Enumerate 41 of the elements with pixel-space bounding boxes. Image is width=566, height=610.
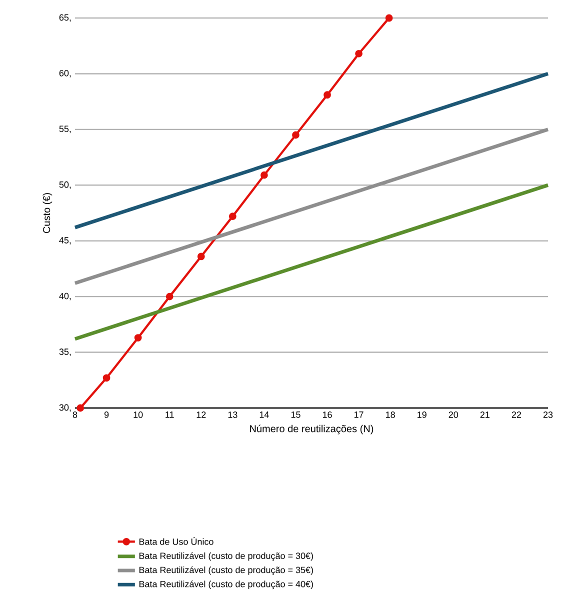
x-axis-title: Número de reutilizações (N) — [250, 424, 374, 434]
x-tick-label: 16 — [322, 412, 332, 418]
x-tick-label: 13 — [228, 412, 238, 418]
x-tick-label: 12 — [196, 412, 206, 418]
legend-label: Bata Reutilizável (custo de produção = 35€) — [139, 566, 313, 575]
legend-label: Bata Reutilizável (custo de produção = 40€) — [139, 580, 313, 590]
y-tick-label: 35, — [59, 348, 71, 356]
y-tick-label: 65, — [59, 14, 71, 22]
point — [166, 292, 174, 300]
y-tick-label: 40, — [59, 292, 71, 300]
y-tick-label: 30, — [59, 404, 71, 412]
x-tick-label: 9 — [104, 412, 109, 418]
x-tick-label: 20 — [448, 412, 458, 418]
legend-label: Bata Reutilizável (custo de produção = 30€) — [139, 552, 313, 561]
x-tick-label: 23 — [543, 412, 553, 418]
point — [134, 334, 142, 342]
y-axis-title: Custo (€) — [42, 193, 52, 234]
point — [197, 252, 205, 260]
y-tick-label: 45, — [59, 237, 71, 245]
point — [102, 374, 110, 382]
x-tick-label: 8 — [72, 412, 78, 418]
x-tick-label: 14 — [260, 412, 269, 418]
y-tick-label: 50, — [59, 181, 71, 189]
point — [385, 14, 393, 22]
y-tick-label: 55, — [59, 126, 71, 134]
x-tick-label: 21 — [480, 412, 490, 418]
point — [228, 212, 236, 220]
x-tick-label: 17 — [354, 412, 364, 418]
x-tick-label: 11 — [166, 412, 174, 418]
x-tick-label: 18 — [386, 412, 395, 418]
point — [292, 131, 300, 139]
y-tick-label: 60, — [59, 70, 71, 78]
x-tick-label: 15 — [291, 412, 300, 418]
legend-label: Bata de Uso Único — [139, 536, 214, 545]
point — [260, 171, 268, 179]
x-tick-label: 22 — [512, 412, 522, 418]
point — [324, 91, 331, 99]
point — [355, 50, 362, 58]
x-tick-label: 19 — [418, 412, 426, 418]
point — [76, 404, 84, 412]
x-tick-label: 10 — [134, 412, 143, 418]
